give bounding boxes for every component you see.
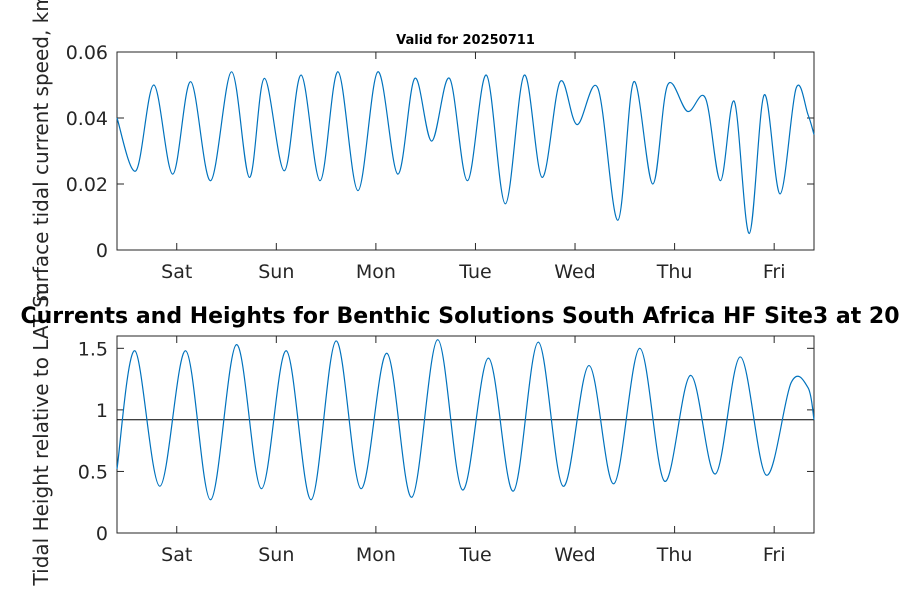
current-speed-x-tick-label: Wed: [554, 261, 595, 283]
tidal-height-y-tick-label: 0.5: [78, 461, 108, 483]
current-speed-x-tick-label: Fri: [763, 261, 786, 283]
tidal-height-x-tick-label: Sat: [161, 544, 192, 566]
tidal-height-x-tick-label: Mon: [356, 544, 396, 566]
tidal-height-x-tick-label: Sun: [258, 544, 294, 566]
current-speed-x-tick-label: Thu: [656, 261, 693, 283]
current-speed-y-tick-label: 0.06: [66, 42, 108, 64]
current-speed-y-tick-label: 0: [96, 240, 108, 262]
current-speed-y-tick-label: 0.04: [66, 108, 108, 130]
current-speed-x-tick-label: Sun: [258, 261, 294, 283]
current-speed-axes: Valid for 20250711 Surface tidal current…: [29, 0, 815, 308]
current-speed-x-tick-label: Tue: [458, 261, 491, 283]
tidal-height-title: Currents and Heights for Benthic Solutio…: [20, 304, 899, 329]
tidal-height-y-axis-label: Tidal Height relative to LAT, m: [29, 283, 53, 587]
current-speed-y-tick-label: 0.02: [66, 174, 108, 196]
current-speed-plot-area: [116, 51, 815, 251]
current-speed-ticks: Sat Sun Mon Tue Wed Thu Fri 0 0.02 0.04 0.06: [66, 42, 814, 283]
current-speed-x-tick-label: Mon: [356, 261, 396, 283]
current-speed-y-axis-label: Surface tidal current speed, km: [29, 0, 53, 308]
tidal-height-ticks: Sat Sun Mon Tue Wed Thu Fri 0 0.5 1 1.5: [78, 336, 814, 566]
tidal-height-x-tick-label: Fri: [763, 544, 786, 566]
tidal-height-series-line: [116, 339, 815, 501]
tidal-height-y-tick-label: 1: [96, 400, 108, 422]
tidal-height-plot-area: [116, 335, 815, 534]
tidal-height-y-tick-label: 0: [96, 523, 108, 545]
tidal-height-x-tick-label: Wed: [554, 544, 595, 566]
current-speed-title: Valid for 20250711: [396, 33, 535, 48]
tidal-height-x-tick-label: Thu: [656, 544, 693, 566]
current-speed-x-tick-label: Sat: [161, 261, 192, 283]
tidal-height-y-tick-label: 1.5: [78, 338, 108, 360]
tidal-height-axes: Sat Sun Mon Tue Wed Thu Fri 0 0.5 1 1.5 Tidal Heig…: [20, 283, 899, 587]
tidal-height-x-tick-label: Tue: [458, 544, 491, 566]
current-speed-series-line: [116, 71, 815, 235]
